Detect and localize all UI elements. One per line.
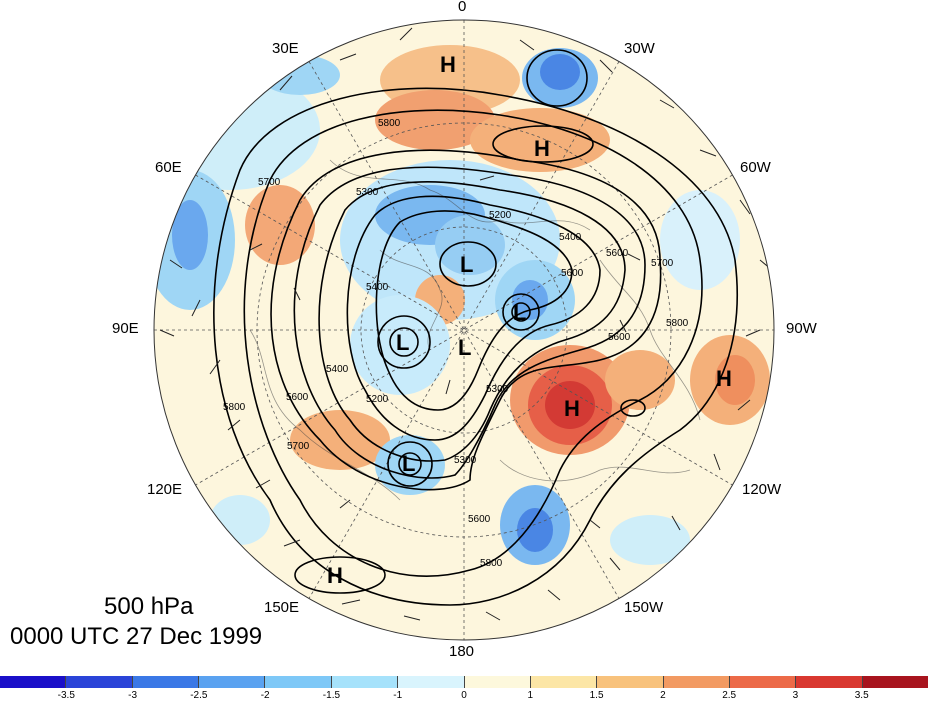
longitude-label-90w: 90W [786, 320, 817, 337]
colorbar-tick-label: -3 [128, 690, 138, 701]
longitude-label-90e: 90E [112, 320, 139, 337]
contour-label: 5300 [454, 455, 477, 466]
colorbar-bin [796, 676, 863, 688]
high-pressure-label: H [534, 136, 550, 161]
colorbar-bin [464, 676, 531, 688]
longitude-label-0: 0 [458, 0, 467, 15]
high-pressure-label: H [564, 396, 580, 421]
longitude-label-150w: 150W [624, 599, 664, 616]
colorbar-tick-labels: -3.5 -3 -2.5 -2 -1.5 -1 0 1 1.5 2 2.5 3 3.5 [0, 690, 928, 702]
low-pressure-label: L [402, 451, 415, 476]
colorbar-tick-label: 2 [660, 690, 666, 701]
colorbar [0, 676, 928, 688]
height-contours [213, 49, 739, 606]
colorbar-bin [530, 676, 598, 688]
contour-label: 5400 [366, 282, 389, 293]
low-pressure-label: L [396, 330, 409, 355]
colorbar-bin [663, 676, 730, 688]
contour-label: 5700 [287, 441, 310, 452]
contour-label: 5400 [559, 232, 582, 243]
colorbar-bin [132, 676, 200, 688]
colorbar-bin [862, 676, 928, 688]
colorbar-tick-label: 1 [527, 690, 534, 701]
contour-label: 5600 [286, 392, 309, 403]
contour-label: 5600 [608, 332, 631, 343]
colorbar-tick-label: 3 [792, 690, 799, 701]
pressure-system-labels: H H H H H L L L L L [327, 52, 732, 588]
longitude-label-60e: 60E [155, 159, 182, 176]
contour-label: 5200 [366, 394, 389, 405]
contour-label: 5800 [223, 402, 246, 413]
map-boundary [153, 19, 775, 641]
low-pressure-label: L [458, 335, 471, 360]
colorbar-bin [729, 676, 797, 688]
contour-label: 5700 [651, 258, 674, 269]
colorbar-tick-label: -2 [260, 690, 270, 701]
colorbar-tick-label: -3.5 [57, 690, 75, 701]
longitude-label-60w: 60W [740, 159, 771, 176]
colorbar-tick-label: -2.5 [190, 690, 208, 701]
graticule [154, 20, 774, 640]
contour-label: 5800 [480, 558, 503, 569]
contour-label: 5600 [606, 248, 629, 259]
high-pressure-label: H [327, 563, 343, 588]
valid-time-caption: 0000 UTC 27 Dec 1999 [10, 623, 263, 650]
contour-label: 5700 [258, 177, 281, 188]
low-pressure-label: L [460, 252, 473, 277]
anomaly-shading [154, 20, 774, 640]
longitude-label-120e: 120E [147, 481, 183, 498]
colorbar-bin [331, 676, 399, 688]
colorbar-tick-label: -1.5 [322, 690, 341, 701]
contour-label: 5200 [489, 210, 512, 221]
contour-label: 5400 [326, 364, 349, 375]
colorbar-tick-label: -1 [393, 690, 403, 701]
contour-labels: 5800 5700 5300 5200 5400 5600 5700 5600 … [223, 118, 689, 569]
colorbar-bin [199, 676, 266, 688]
colorbar-tick-label: 0 [461, 690, 467, 701]
high-pressure-label: H [716, 366, 732, 391]
colorbar-bin [0, 676, 67, 688]
longitude-label-30w: 30W [624, 40, 655, 57]
longitude-label-150e: 150E [264, 599, 300, 616]
colorbar-bin [398, 676, 465, 688]
colorbar-bin [597, 676, 664, 688]
colorbar-tick-label: 1.5 [589, 690, 604, 701]
colorbar-tick-label: 3.5 [854, 690, 869, 701]
high-pressure-label: H [440, 52, 456, 77]
contour-label: 5600 [468, 514, 491, 525]
longitude-label-180: 180 [449, 643, 475, 660]
contour-label: 5800 [666, 318, 689, 329]
pressure-level-caption: 500 hPa [104, 593, 194, 620]
low-pressure-label: L [513, 300, 526, 325]
colorbar-bin [265, 676, 332, 688]
colorbar-tick-label: 2.5 [722, 690, 737, 701]
contour-label: 5600 [561, 268, 584, 279]
contour-label: 5800 [378, 118, 401, 129]
contour-label: 5300 [356, 187, 379, 198]
contour-label: 5300 [486, 384, 509, 395]
longitude-label-120w: 120W [742, 481, 782, 498]
colorbar-bin [66, 676, 133, 688]
longitude-label-30e: 30E [272, 40, 299, 57]
